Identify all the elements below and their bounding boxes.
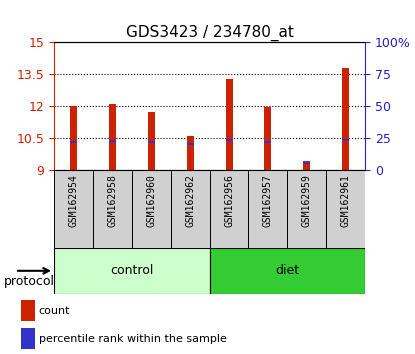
Bar bbox=[264, 141, 271, 143]
Bar bbox=[54, 170, 93, 248]
Bar bbox=[342, 139, 349, 141]
Text: diet: diet bbox=[275, 264, 300, 277]
Bar bbox=[132, 170, 171, 248]
Bar bbox=[54, 248, 210, 294]
Bar bbox=[148, 141, 155, 143]
Text: GSM162954: GSM162954 bbox=[68, 174, 78, 227]
Bar bbox=[93, 170, 132, 248]
Bar bbox=[249, 170, 287, 248]
Text: GSM162958: GSM162958 bbox=[107, 174, 117, 227]
Bar bbox=[70, 106, 77, 170]
Bar bbox=[70, 141, 77, 143]
Bar bbox=[264, 107, 271, 170]
Bar bbox=[148, 112, 155, 170]
Bar bbox=[187, 136, 194, 170]
Text: GSM162962: GSM162962 bbox=[185, 174, 195, 227]
Text: protocol: protocol bbox=[4, 275, 55, 288]
Text: percentile rank within the sample: percentile rank within the sample bbox=[39, 334, 227, 344]
Bar bbox=[20, 328, 35, 349]
Bar bbox=[20, 300, 35, 321]
Bar bbox=[225, 139, 232, 141]
Bar bbox=[210, 248, 365, 294]
Text: GSM162961: GSM162961 bbox=[341, 174, 351, 227]
Bar bbox=[109, 140, 116, 142]
Bar bbox=[109, 104, 116, 170]
Text: count: count bbox=[39, 306, 70, 316]
Bar bbox=[342, 68, 349, 170]
Bar bbox=[171, 170, 210, 248]
Bar bbox=[225, 79, 232, 170]
Text: control: control bbox=[110, 264, 154, 277]
Bar bbox=[287, 170, 326, 248]
Title: GDS3423 / 234780_at: GDS3423 / 234780_at bbox=[126, 25, 293, 41]
Text: GSM162959: GSM162959 bbox=[302, 174, 312, 227]
Bar bbox=[187, 143, 194, 145]
Bar bbox=[326, 170, 365, 248]
Bar bbox=[303, 161, 310, 170]
Text: GSM162956: GSM162956 bbox=[224, 174, 234, 227]
Bar bbox=[210, 170, 249, 248]
Text: GSM162960: GSM162960 bbox=[146, 174, 156, 227]
Text: GSM162957: GSM162957 bbox=[263, 174, 273, 227]
Bar bbox=[303, 162, 310, 164]
